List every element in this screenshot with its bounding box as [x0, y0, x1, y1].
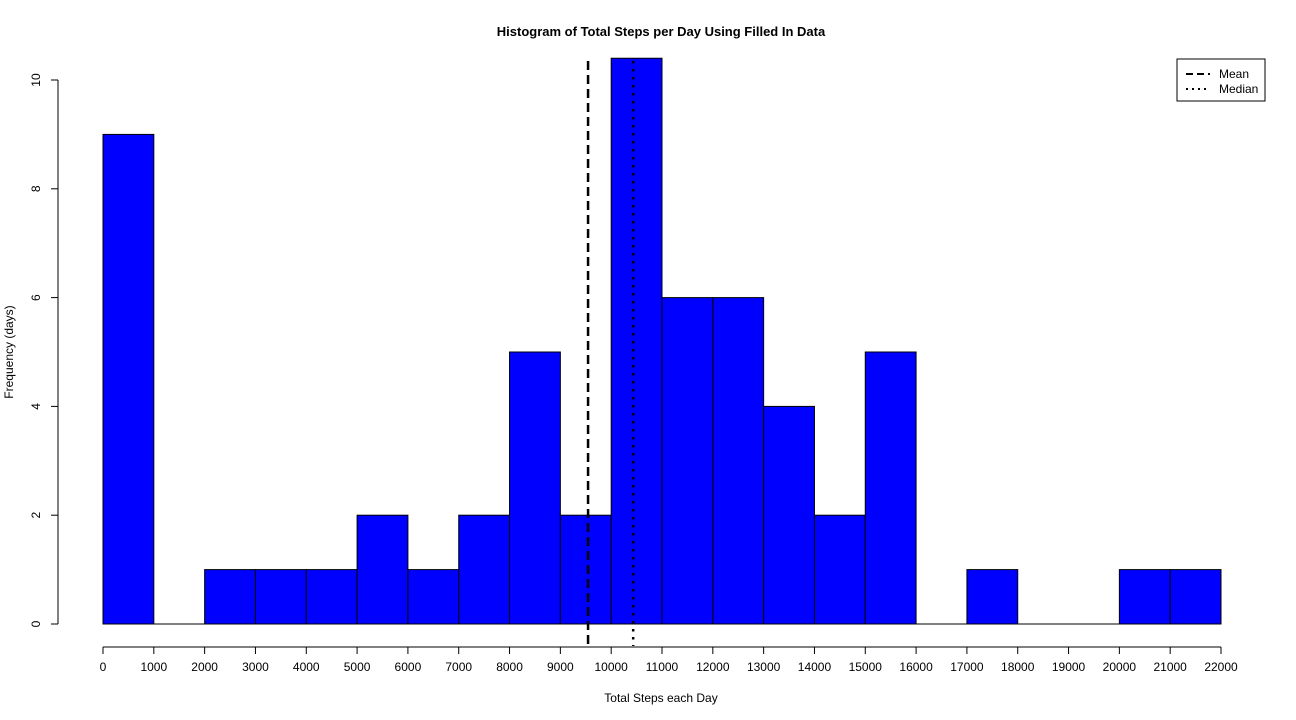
histogram-bar	[102, 133, 155, 625]
x-tick-label: 18000	[1001, 660, 1035, 674]
x-tick-label: 8000	[496, 660, 523, 674]
histogram-bar	[712, 297, 765, 625]
histogram-bar	[305, 569, 358, 625]
x-tick-label: 19000	[1052, 660, 1086, 674]
histogram-bar	[864, 351, 917, 625]
legend-label-median: Median	[1219, 82, 1258, 96]
x-tick-label: 3000	[242, 660, 269, 674]
x-tick-label: 4000	[293, 660, 320, 674]
histogram-bar	[407, 569, 460, 625]
x-tick-label: 15000	[849, 660, 883, 674]
histogram-bar	[559, 514, 612, 625]
histogram-bar	[966, 569, 1019, 625]
x-tick-label: 7000	[445, 660, 472, 674]
x-tick-label: 17000	[950, 660, 984, 674]
x-tick-label: 11000	[646, 660, 679, 674]
y-tick-label: 4	[29, 403, 43, 410]
histogram-bar	[610, 57, 663, 625]
bars-group	[102, 57, 1222, 625]
histogram-bar	[1118, 569, 1171, 625]
histogram-bar	[763, 405, 815, 625]
x-tick-label: 5000	[344, 660, 371, 674]
chart-title: Histogram of Total Steps per Day Using F…	[497, 24, 826, 39]
x-tick-label: 1000	[140, 660, 167, 674]
reference-lines-group	[586, 61, 635, 646]
histogram-bar	[813, 514, 866, 625]
y-axis: 0 2 4 6 8 10	[29, 73, 59, 627]
x-tick-label: 20000	[1103, 660, 1137, 674]
x-axis-label: Total Steps each Day	[604, 691, 717, 705]
x-tick-label: 10000	[594, 660, 628, 674]
x-tick-label: 21000	[1153, 660, 1187, 674]
x-tick-label: 16000	[899, 660, 933, 674]
histogram-bar	[204, 569, 256, 625]
y-tick-label: 8	[29, 185, 43, 192]
histogram-bar	[356, 514, 409, 625]
histogram-bar	[661, 297, 714, 625]
x-tick-label: 0	[100, 660, 107, 674]
x-tick-label: 12000	[696, 660, 730, 674]
legend-label-mean: Mean	[1219, 67, 1249, 81]
legend-box	[1176, 58, 1266, 102]
histogram-bar	[1169, 569, 1222, 625]
y-axis-label: Frequency (days)	[2, 305, 16, 398]
y-tick-label: 0	[29, 620, 43, 627]
x-tick-label: 13000	[747, 660, 781, 674]
histogram-bar	[509, 351, 561, 625]
x-tick-label: 6000	[395, 660, 422, 674]
histogram-bar	[458, 514, 511, 625]
x-tick-label: 22000	[1204, 660, 1238, 674]
y-tick-label: 2	[29, 512, 43, 519]
x-axis: 0 1000 2000 3000 4000 5000 6000 7000 8000 9000 100…	[100, 646, 1238, 674]
x-tick-label: 14000	[798, 660, 832, 674]
x-tick-label: 9000	[547, 660, 574, 674]
histogram-bar	[254, 569, 307, 625]
x-tick-label: 2000	[191, 660, 218, 674]
y-tick-label: 6	[29, 294, 43, 301]
y-tick-label: 10	[29, 73, 43, 87]
